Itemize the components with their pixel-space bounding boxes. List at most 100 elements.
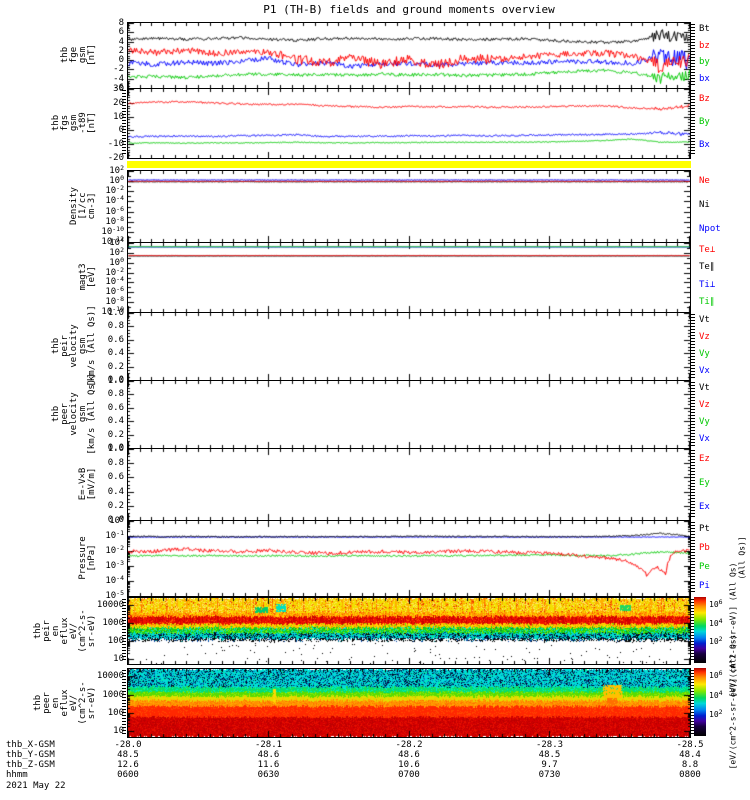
- date-label: 2021 May 22: [6, 781, 66, 791]
- ytick-label: -10: [107, 139, 124, 150]
- ytick-label: 100: [109, 255, 124, 268]
- exponent: 2: [718, 707, 723, 716]
- ytick-label: 0.8: [107, 389, 124, 400]
- colorbar-tick-label: 106: [709, 668, 723, 680]
- ytick-label: 0.0: [107, 375, 124, 385]
- ytick-label: -2: [113, 64, 124, 75]
- ytick-label: 100: [109, 174, 124, 187]
- panel-thb-fge-gsm: [127, 22, 691, 89]
- exponent: 4: [718, 617, 723, 626]
- exponent: -10: [112, 305, 124, 313]
- ytick-label: 10-12: [101, 235, 124, 247]
- x-axis-row-label: thb_Y-GSM: [6, 750, 55, 760]
- thb-peir-velocity-gsm-canvas: [128, 313, 690, 380]
- x-axis-value: 48.4: [679, 750, 701, 760]
- legend-label-Ni: Ni: [699, 199, 710, 210]
- exponent: 6: [718, 597, 723, 606]
- ytick-label: 0.4: [107, 486, 124, 497]
- panel-density: [127, 170, 691, 243]
- axis-minor-ticks-right: [691, 24, 695, 86]
- legend-label-Vz: Vz: [699, 331, 710, 342]
- legend-label-Bx: Bx: [699, 140, 710, 151]
- x-axis-value: 0600: [117, 770, 139, 780]
- y-axis-label: [nT]: [87, 112, 97, 134]
- panel-pressure: [127, 520, 691, 597]
- ytick-label: 10-4: [105, 275, 124, 288]
- axis-minor-ticks-right: [691, 382, 695, 446]
- exponent: 2: [120, 245, 124, 254]
- colorbar-tick-label: 104: [709, 689, 723, 701]
- ytick-label: 1.0: [107, 444, 124, 454]
- exponent: -6: [116, 285, 124, 294]
- colorbar-tick-label: 102: [709, 707, 723, 719]
- legend-label-Vt: Vt: [699, 314, 710, 325]
- ytick-label: 10000: [96, 600, 124, 611]
- ytick-label: 0.8: [107, 458, 124, 469]
- axis-minor-ticks-left: [122, 670, 126, 735]
- colorbar: [694, 597, 706, 663]
- exponent: -1: [116, 529, 124, 537]
- ytick-label: 10-10: [101, 305, 124, 317]
- x-axis-value: 0800: [679, 770, 701, 780]
- density-canvas: [128, 171, 690, 242]
- ytick-label: 10000: [96, 671, 124, 682]
- thb-peir-en-eflux-spectrogram-canvas: [128, 598, 690, 664]
- y-axis-label: sr-eV): [87, 686, 97, 719]
- x-axis-row-label: thb_Z-GSM: [6, 760, 55, 770]
- pressure-canvas: [128, 521, 690, 596]
- exponent: 6: [718, 668, 723, 677]
- thb-peer-velocity-gsm-canvas: [128, 381, 690, 448]
- ytick-label: 6: [118, 27, 124, 38]
- colorbar-tick-label: 102: [709, 635, 723, 647]
- ytick-label: 10-8: [105, 214, 124, 227]
- legend-label-Ne: Ne: [699, 175, 710, 186]
- x-axis-value: 48.5: [117, 750, 139, 760]
- ytick-label: 100: [109, 514, 124, 526]
- ytick-label: 10-4: [105, 194, 124, 207]
- ytick-label: 100: [107, 708, 124, 719]
- legend-label-Bz: Bz: [699, 93, 710, 104]
- plot-title: P1 (TH-B) fields and ground moments over…: [263, 3, 555, 16]
- legend-label-Ti: Ti∥: [699, 297, 715, 308]
- ytick-label: 0.6: [107, 472, 124, 483]
- ytick-label: 0.6: [107, 402, 124, 413]
- x-axis-value: 48.5: [538, 750, 561, 760]
- ytick-label: 10-10: [101, 224, 124, 237]
- highlight-bar: [127, 161, 691, 168]
- exponent: -2: [116, 265, 124, 274]
- axis-minor-ticks-right: [691, 599, 695, 662]
- x-axis-value: -28.0: [114, 740, 142, 750]
- ytick-label: 1.0: [107, 308, 124, 318]
- ytick-label: 10-8: [105, 295, 124, 308]
- legend-label-Vx: Vx: [699, 365, 710, 376]
- ytick-label: 0.2: [107, 361, 124, 372]
- exponent: -12: [112, 235, 124, 243]
- ytick-label: 100: [107, 635, 124, 646]
- ytick-label: -4: [113, 73, 124, 84]
- x-axis-value: 0700: [398, 770, 420, 780]
- panel-thb-peir-velocity-gsm: [127, 312, 691, 381]
- thb-fge-gsm-canvas: [128, 23, 690, 88]
- colorbar-tick-label: 106: [709, 597, 723, 609]
- ytick-label: 2: [118, 45, 124, 56]
- y-axis-label: cm-3]: [87, 192, 97, 220]
- y-axis-label: [km/s (All Qs)]: [87, 373, 97, 455]
- exponent: -8: [116, 295, 124, 304]
- y-axis-label: [nT]: [87, 44, 97, 66]
- y-axis-label: sr-eV): [87, 614, 97, 647]
- x-axis-value: 11.6: [257, 760, 280, 770]
- panel-thb-peer-en-eflux-spectrogram: [127, 668, 691, 738]
- x-axis-value: 48.6: [257, 750, 280, 760]
- ytick-label: 0.0: [107, 515, 124, 525]
- colorbar-tick-label: 104: [709, 617, 723, 629]
- e-field-vxb-canvas: [128, 449, 690, 520]
- legend-label-Vx: Vx: [699, 433, 710, 444]
- exponent: -2: [116, 544, 124, 552]
- ytick-label: 0.2: [107, 429, 124, 440]
- ytick-label: 0: [0, 125, 124, 135]
- x-axis-value: -28.2: [395, 740, 423, 750]
- y-axis-label: [nPa]: [87, 544, 97, 572]
- x-axis-value: 0630: [257, 770, 280, 780]
- x-axis-value: -28.5: [676, 740, 704, 750]
